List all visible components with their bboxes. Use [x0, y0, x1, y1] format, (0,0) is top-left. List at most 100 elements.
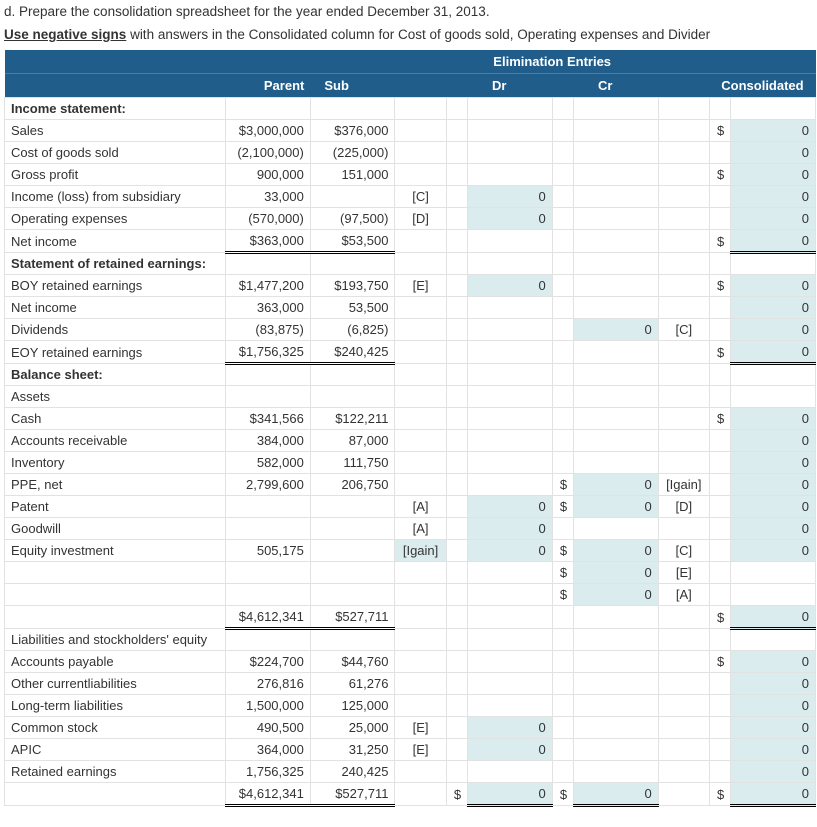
sales-parent: $3,000,000 [226, 120, 311, 142]
row-retained-earnings: Retained earnings 1,756,325 240,425 0 [5, 761, 816, 783]
row-assets-total: $4,612,341 $527,711 $ 0 [5, 606, 816, 629]
cogs-sub: (225,000) [310, 142, 395, 164]
row-opex: Operating expenses (570,000) (97,500) [D… [5, 208, 816, 230]
re2-parent: 1,756,325 [226, 761, 311, 783]
atotal-cons-input[interactable]: 0 [731, 606, 816, 629]
atotal-sub: $527,711 [310, 606, 395, 629]
gp-cons-input[interactable]: 0 [731, 164, 816, 186]
ltotal-cons-input[interactable]: 0 [731, 783, 816, 806]
eqinv-cr-input[interactable]: 0 [574, 540, 659, 562]
ltotal-dr-input[interactable]: 0 [468, 783, 553, 806]
ltl-cons-input[interactable]: 0 [731, 695, 816, 717]
eqinv-drref-input[interactable]: [Igain] [395, 540, 446, 562]
apic-parent: 364,000 [226, 739, 311, 761]
patent-cons-input[interactable]: 0 [731, 496, 816, 518]
label-div: Dividends [5, 319, 226, 341]
negative-signs-text: Use negative signs [4, 27, 126, 42]
incsub-parent: 33,000 [226, 186, 311, 208]
inv-parent: 582,000 [226, 452, 311, 474]
row-inventory: Inventory 582,000 111,750 0 [5, 452, 816, 474]
ni2-cons-input[interactable]: 0 [731, 297, 816, 319]
row-cogs: Cost of goods sold (2,100,000) (225,000)… [5, 142, 816, 164]
cash-sub: $122,211 [310, 408, 395, 430]
header-parent: Parent [226, 74, 311, 98]
apic-sub: 31,250 [310, 739, 395, 761]
inv-cons-input[interactable]: 0 [731, 452, 816, 474]
eqinv2-cr-input[interactable]: 0 [574, 562, 659, 584]
cash-cons-input[interactable]: 0 [731, 408, 816, 430]
gw-dr-input[interactable]: 0 [468, 518, 553, 540]
label-inv: Inventory [5, 452, 226, 474]
opex-sub: (97,500) [310, 208, 395, 230]
patent-cr-input[interactable]: 0 [574, 496, 659, 518]
label-ar: Accounts receivable [5, 430, 226, 452]
ltotal-cr-input[interactable]: 0 [574, 783, 659, 806]
gw-cons-input[interactable]: 0 [731, 518, 816, 540]
row-ocl: Other currentliabilities 276,816 61,276 … [5, 673, 816, 695]
boy-cons-input[interactable]: 0 [731, 275, 816, 297]
header-blank-drref [395, 50, 446, 74]
row-equity-investment: Equity investment 505,175 [Igain] 0 $ 0 … [5, 540, 816, 562]
label-ppe: PPE, net [5, 474, 226, 496]
ppe-cr-input[interactable]: 0 [574, 474, 659, 496]
ni-cons-input[interactable]: 0 [731, 230, 816, 253]
re2-cons-input[interactable]: 0 [731, 761, 816, 783]
eqinv-cons-input[interactable]: 0 [731, 540, 816, 562]
ap-cons-input[interactable]: 0 [731, 651, 816, 673]
apic-cons-input[interactable]: 0 [731, 739, 816, 761]
ar-cons-input[interactable]: 0 [731, 430, 816, 452]
ocl-cons-input[interactable]: 0 [731, 673, 816, 695]
header-blank-cons [709, 50, 815, 74]
incsub-drref: [C] [395, 186, 446, 208]
boy-dr-input[interactable]: 0 [468, 275, 553, 297]
gp-cons-cur: $ [709, 164, 730, 186]
ocl-parent: 276,816 [226, 673, 311, 695]
incsub-dr-input[interactable]: 0 [468, 186, 553, 208]
div-cr-input[interactable]: 0 [574, 319, 659, 341]
eqinv3-crcur: $ [552, 584, 573, 606]
header-row2-blank [5, 74, 226, 98]
opex-cons-input[interactable]: 0 [731, 208, 816, 230]
label-gw: Goodwill [5, 518, 226, 540]
ppe-cons-input[interactable]: 0 [731, 474, 816, 496]
label-ni2: Net income [5, 297, 226, 319]
cs-dr-input[interactable]: 0 [468, 717, 553, 739]
sales-cons-input[interactable]: 0 [731, 120, 816, 142]
row-net-income: Net income $363,000 $53,500 $ 0 [5, 230, 816, 253]
label-patent: Patent [5, 496, 226, 518]
patent-dr-input[interactable]: 0 [468, 496, 553, 518]
label-cash: Cash [5, 408, 226, 430]
sales-sub: $376,000 [310, 120, 395, 142]
apic-drref: [E] [395, 739, 446, 761]
consolidation-table: Elimination Entries Parent Sub Dr Cr Con… [4, 50, 816, 807]
div-sub: (6,825) [310, 319, 395, 341]
row-sales: Sales $3,000,000 $376,000 $ 0 [5, 120, 816, 142]
div-cons-input[interactable]: 0 [731, 319, 816, 341]
header-consolidated: Consolidated [709, 74, 815, 98]
row-apic: APIC 364,000 31,250 [E] 0 0 [5, 739, 816, 761]
header-blank [5, 50, 226, 74]
ar-sub: 87,000 [310, 430, 395, 452]
cogs-cons-input[interactable]: 0 [731, 142, 816, 164]
cogs-parent: (2,100,000) [226, 142, 311, 164]
ltotal-crcur: $ [552, 783, 573, 806]
cs-cons-input[interactable]: 0 [731, 717, 816, 739]
eqinv3-cr-input[interactable]: 0 [574, 584, 659, 606]
eoy-cons-input[interactable]: 0 [731, 341, 816, 364]
header-elimination: Elimination Entries [446, 50, 658, 74]
incsub-cons-input[interactable]: 0 [731, 186, 816, 208]
header-drref-blank [395, 74, 446, 98]
ni-parent: $363,000 [226, 230, 311, 253]
row-ap: Accounts payable $224,700 $44,760 $ 0 [5, 651, 816, 673]
eqinv2-crref: [E] [658, 562, 709, 584]
eqinv-dr-input[interactable]: 0 [468, 540, 553, 562]
ppe-parent: 2,799,600 [226, 474, 311, 496]
opex-parent: (570,000) [226, 208, 311, 230]
cash-parent: $341,566 [226, 408, 311, 430]
apic-dr-input[interactable]: 0 [468, 739, 553, 761]
header-dr: Dr [446, 74, 552, 98]
label-apic: APIC [5, 739, 226, 761]
row-ppe: PPE, net 2,799,600 206,750 $ 0 [Igain] 0 [5, 474, 816, 496]
opex-dr-input[interactable]: 0 [468, 208, 553, 230]
section-liabilities-equity: Liabilities and stockholders' equity [5, 629, 226, 651]
